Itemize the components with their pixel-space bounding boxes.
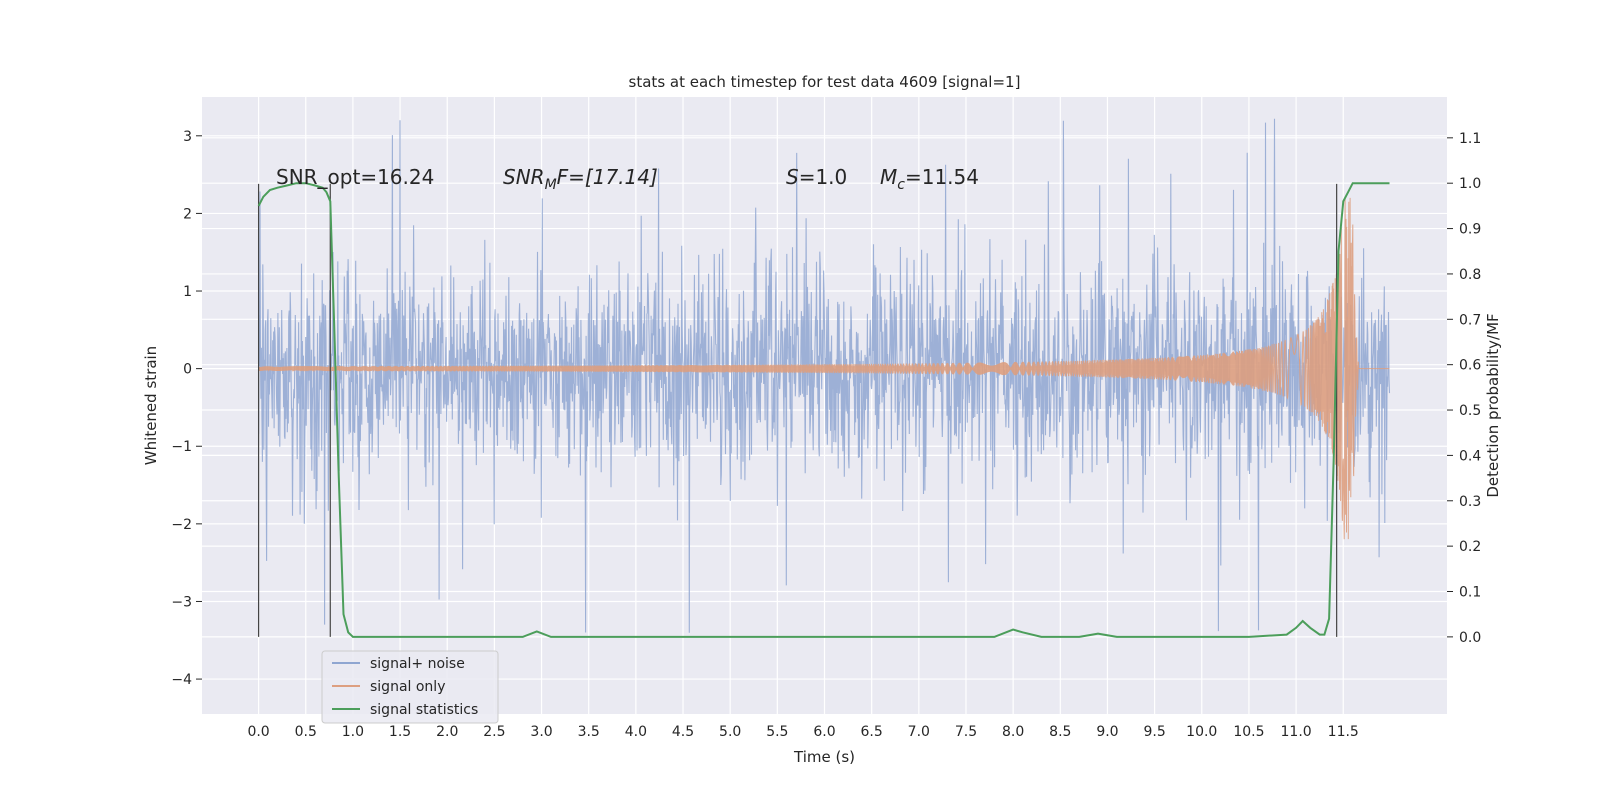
x-tick-label: 3.5 — [578, 724, 600, 740]
y-tick-label-left: −2 — [171, 517, 192, 533]
annotation-snr-mf-subscript: M — [545, 177, 557, 193]
annotation-s-symbol: S — [786, 165, 799, 189]
y-tick-label-right: 0.7 — [1459, 312, 1481, 328]
y-tick-label-left: −3 — [171, 594, 192, 610]
y-tick-label-right: 0.3 — [1459, 494, 1481, 510]
vertical-markers — [257, 183, 1338, 637]
series-signal-statistics — [257, 182, 1390, 638]
x-tick-label: 1.0 — [342, 724, 364, 740]
x-tick-label: 7.0 — [908, 724, 930, 740]
x-tick-label: 2.0 — [436, 724, 458, 740]
x-tick-label: 6.0 — [813, 724, 835, 740]
y-tick-label-right: 0.5 — [1459, 403, 1481, 419]
y-axis-left-ticks: 3 2 1 0 −1 −2 −3 −4 — [171, 129, 202, 688]
annotation-mc-subscript: c — [897, 177, 905, 193]
y-tick-label-right: 0.4 — [1459, 448, 1481, 464]
annotation-mc-value: =11.54 — [905, 165, 979, 189]
y-tick-label-right: 1.1 — [1459, 131, 1481, 147]
x-tick-label: 10.0 — [1186, 724, 1217, 740]
y-tick-label-right: 0.0 — [1459, 630, 1481, 646]
chart-title: stats at each timestep for test data 460… — [629, 73, 1021, 91]
x-tick-label: 8.5 — [1049, 724, 1071, 740]
y-axis-right-ticks: 1.1 1.0 0.9 0.8 0.7 0.6 0.5 0.4 0.3 0.2 0.1 0.0 — [1447, 131, 1481, 646]
annotation-s: S=1.0 — [786, 165, 847, 189]
x-tick-label: 1.5 — [389, 724, 411, 740]
x-tick-label: 9.0 — [1096, 724, 1118, 740]
x-tick-label: 2.5 — [483, 724, 505, 740]
annotation-snr-mf: SNRMF=[17.14] — [503, 165, 658, 193]
legend-box — [321, 650, 499, 724]
legend-label-signal-only: signal only — [370, 679, 445, 695]
y-tick-label-left: 3 — [183, 129, 192, 145]
annotation-s-value: =1.0 — [799, 165, 848, 189]
y-tick-label-right: 0.1 — [1459, 585, 1481, 601]
y-tick-label-right: 0.2 — [1459, 539, 1481, 555]
x-tick-label: 6.5 — [861, 724, 883, 740]
annotation-snr-opt: SNR_opt=16.24 — [276, 165, 434, 189]
y-axis-right-label: Detection probability/MF — [1484, 313, 1502, 497]
y-tick-label-right: 1.0 — [1459, 176, 1481, 192]
x-tick-label: 4.0 — [625, 724, 647, 740]
legend-label-signal-plus-noise: signal+ noise — [370, 656, 465, 672]
y-tick-label-left: −1 — [171, 439, 192, 455]
x-axis-label: Time (s) — [793, 748, 855, 766]
y-tick-label-right: 0.8 — [1459, 267, 1481, 283]
annotation-mc-symbol: M — [880, 165, 897, 189]
x-tick-label: 9.5 — [1143, 724, 1165, 740]
legend: signal+ noise signal only signal statist… — [321, 650, 499, 724]
x-tick-label: 5.0 — [719, 724, 741, 740]
y-tick-label-right: 0.6 — [1459, 358, 1481, 374]
y-tick-label-left: −4 — [171, 672, 192, 688]
y-tick-label-left: 0 — [183, 362, 192, 378]
x-tick-label: 0.5 — [295, 724, 317, 740]
y-tick-label-left: 2 — [183, 206, 192, 222]
x-tick-label: 3.0 — [530, 724, 552, 740]
x-tick-label: 11.5 — [1328, 724, 1359, 740]
annotation-snr-mf-symbol: SNR — [503, 165, 545, 189]
annotation-snr-mf-value: F=[17.14] — [557, 165, 658, 189]
y-tick-label-right: 0.9 — [1459, 222, 1481, 238]
legend-label-signal-statistics: signal statistics — [370, 702, 478, 718]
series-signal-only — [258, 197, 1390, 540]
annotation-mc: Mc=11.54 — [880, 165, 979, 193]
y-tick-label-left: 1 — [183, 284, 192, 300]
x-tick-label: 0.0 — [247, 724, 269, 740]
x-tick-label: 11.0 — [1281, 724, 1312, 740]
x-tick-label: 8.0 — [1002, 724, 1024, 740]
x-tick-label: 4.5 — [672, 724, 694, 740]
x-tick-label: 7.5 — [955, 724, 977, 740]
x-tick-label: 10.5 — [1233, 724, 1264, 740]
y-axis-left-label: Whitened strain — [142, 346, 160, 465]
x-axis-ticks: 0.0 0.5 1.0 1.5 2.0 2.5 3.0 3.5 4.0 4.5 5.0 5.5 6.0 6… — [247, 724, 1358, 740]
x-tick-label: 5.5 — [766, 724, 788, 740]
